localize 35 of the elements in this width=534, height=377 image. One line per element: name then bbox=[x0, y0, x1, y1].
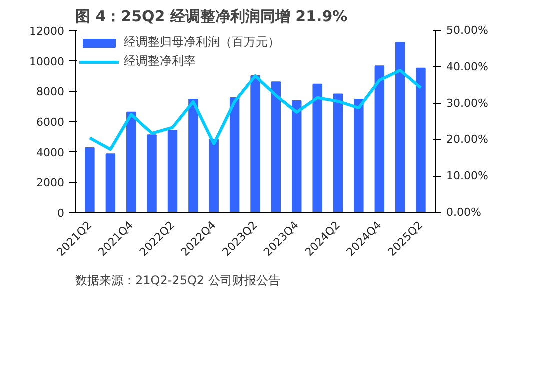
bar bbox=[250, 76, 260, 212]
bar bbox=[292, 100, 302, 212]
bar bbox=[209, 139, 219, 212]
y-tick-label: 10000 bbox=[30, 55, 65, 68]
legend-label: 经调整归母净利润（百万元） bbox=[124, 34, 280, 51]
legend-label: 经调整净利率 bbox=[124, 53, 196, 70]
bar bbox=[85, 148, 95, 212]
y-tick-label: 8000 bbox=[36, 86, 65, 99]
bar bbox=[395, 42, 406, 212]
y-tick-label: 12000 bbox=[30, 25, 65, 38]
bar bbox=[416, 68, 426, 212]
bar bbox=[333, 94, 344, 212]
bar bbox=[188, 99, 198, 212]
bar bbox=[147, 134, 157, 212]
chart-title: 图 4：25Q2 经调整净利润同增 21.9% bbox=[76, 8, 348, 26]
bar bbox=[168, 130, 178, 212]
y2-tick-label: 40.00% bbox=[446, 60, 488, 74]
y-tick-label: 4000 bbox=[36, 146, 65, 160]
y2-tick-label: 50.00% bbox=[446, 24, 488, 37]
bar bbox=[312, 84, 322, 212]
y-tick-label: 2000 bbox=[36, 176, 65, 190]
y-tick-label: 6000 bbox=[36, 116, 65, 129]
source-note: 数据来源：21Q2-25Q2 公司财报公告 bbox=[76, 274, 280, 288]
bar bbox=[230, 97, 240, 212]
bar bbox=[106, 154, 116, 212]
bar bbox=[374, 66, 384, 212]
y2-tick-label: 10.00% bbox=[446, 170, 488, 183]
bar bbox=[271, 82, 282, 212]
y-tick-label: 0 bbox=[58, 207, 64, 220]
y2-tick-label: 0.00% bbox=[446, 206, 482, 219]
line-series bbox=[88, 69, 423, 152]
y2-tick-label: 30.00% bbox=[446, 96, 488, 110]
bar bbox=[126, 112, 136, 212]
bar bbox=[354, 99, 364, 212]
y2-tick-label: 20.00% bbox=[446, 133, 488, 146]
